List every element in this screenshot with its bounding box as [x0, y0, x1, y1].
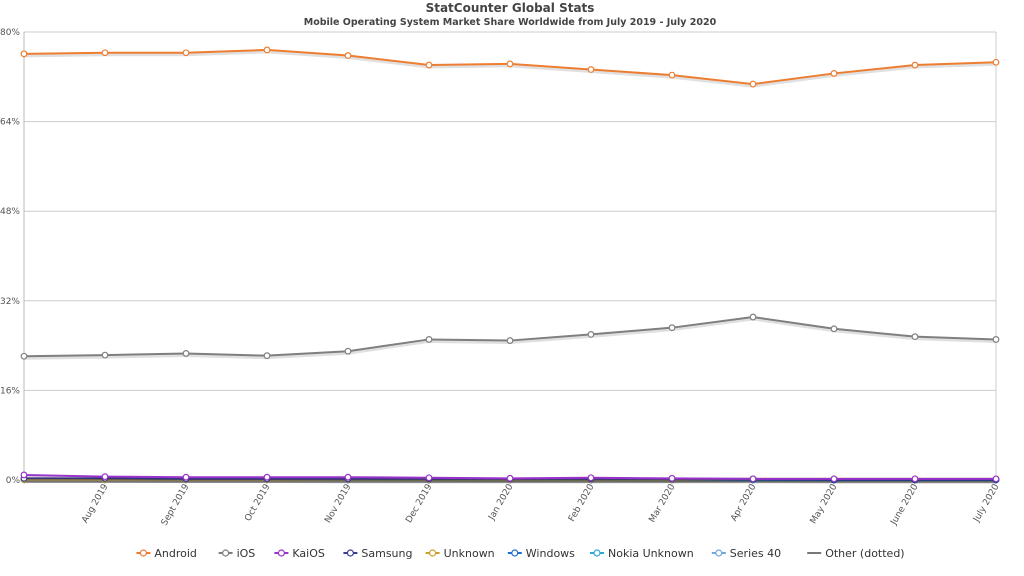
x-tick-label: Jan 2020 — [487, 482, 516, 522]
data-point-ios — [101, 351, 109, 359]
legend-item-other-dotted[interactable]: Other (dotted) — [807, 547, 905, 560]
legend-item-ios[interactable]: iOS — [218, 547, 256, 560]
legend: Android iOS KaiOS Samsung Unknown Windows Noki… — [136, 547, 905, 560]
y-tick-label: 16% — [0, 386, 20, 396]
y-tick-label: 80% — [0, 28, 20, 38]
data-point-ios — [344, 347, 352, 355]
data-point-android — [749, 80, 757, 88]
y-tick-label: 32% — [0, 297, 20, 307]
data-point-ios — [506, 337, 514, 344]
legend-item-kaios[interactable]: KaiOS — [274, 547, 325, 560]
data-point-android — [587, 66, 595, 73]
y-tick-label: 0% — [6, 476, 21, 486]
data-point-android — [506, 60, 514, 68]
data-point-kaios — [668, 474, 676, 482]
legend-marker — [222, 549, 230, 557]
legend-item-unknown[interactable]: Unknown — [425, 547, 495, 560]
data-point-ios — [182, 350, 190, 357]
legend-item-series-40[interactable]: Series 40 — [711, 547, 781, 560]
data-point-kaios — [263, 473, 271, 481]
data-point-kaios — [992, 475, 1000, 483]
chart-title: StatCounter Global Stats — [426, 1, 595, 15]
x-tick-label: Apr 2020 — [729, 482, 758, 523]
data-point-android — [344, 52, 352, 59]
y-tick-label: 48% — [0, 207, 20, 217]
legend-label: Samsung — [361, 547, 412, 560]
x-tick-label: Mar 2020 — [648, 482, 678, 524]
data-point-kaios — [182, 473, 190, 481]
data-point-kaios — [101, 473, 109, 481]
y-axis: 0% 16% 32% 48% 64% 80% — [0, 28, 20, 486]
data-point-android — [992, 58, 1000, 66]
legend-item-android[interactable]: Android — [136, 547, 197, 560]
y-tick-label: 64% — [0, 118, 20, 128]
legend-label: Series 40 — [730, 547, 781, 560]
legend-label: Unknown — [444, 547, 495, 560]
x-axis: Aug 2019 Sept 2019 Oct 2019 Nov 2019 Dec 201… — [23, 480, 1002, 528]
legend-marker — [593, 549, 601, 557]
data-point-kaios — [911, 475, 919, 483]
grid-lines — [23, 31, 997, 481]
data-point-ios — [749, 313, 757, 321]
x-tick-label: Nov 2019 — [323, 482, 353, 525]
x-tick-label: May 2020 — [809, 482, 840, 526]
legend-label: iOS — [237, 547, 256, 560]
data-point-ios — [992, 336, 1000, 343]
legend-item-samsung[interactable]: Samsung — [343, 547, 413, 560]
legend-label: Other (dotted) — [825, 547, 904, 560]
legend-label: KaiOS — [292, 547, 324, 560]
series-shadow-android — [23, 50, 997, 88]
data-point-android — [830, 70, 838, 77]
legend-marker — [346, 549, 354, 557]
data-point-kaios — [20, 471, 28, 479]
data-point-kaios — [506, 474, 514, 482]
data-point-ios — [668, 324, 676, 332]
data-point-android — [263, 46, 271, 54]
data-point-android — [182, 49, 190, 57]
data-point-android — [911, 61, 919, 69]
legend-marker — [715, 549, 723, 557]
data-point-android — [20, 50, 28, 58]
series-group — [20, 46, 1000, 484]
data-point-ios — [830, 325, 838, 333]
x-tick-label: Feb 2020 — [567, 482, 597, 523]
data-point-android — [668, 71, 676, 79]
x-tick-label: June 2020 — [889, 482, 921, 527]
x-tick-label: Aug 2019 — [80, 482, 110, 525]
series-line-ios — [23, 316, 997, 358]
data-point-android — [101, 49, 109, 57]
x-tick-label: Sept 2019 — [160, 482, 192, 527]
legend-marker — [139, 549, 147, 557]
data-point-kaios — [749, 475, 757, 483]
chart-subtitle: Mobile Operating System Market Share Wor… — [304, 17, 717, 28]
x-tick-label: Dec 2019 — [404, 482, 434, 525]
data-point-kaios — [587, 474, 595, 482]
data-point-kaios — [830, 475, 838, 483]
data-point-ios — [263, 352, 271, 360]
x-tick-label: July 2020 — [971, 482, 1001, 524]
data-point-ios — [425, 336, 433, 343]
data-point-ios — [20, 352, 28, 360]
legend-label: Android — [154, 547, 197, 560]
data-point-kaios — [425, 474, 433, 482]
legend-item-windows[interactable]: Windows — [507, 547, 575, 560]
data-point-ios — [587, 331, 595, 338]
legend-label: Windows — [526, 547, 575, 560]
data-point-android — [425, 61, 433, 69]
legend-marker — [511, 549, 519, 557]
data-point-ios — [911, 333, 919, 341]
legend-item-nokia-unknown[interactable]: Nokia Unknown — [590, 547, 694, 560]
data-point-kaios — [344, 473, 352, 481]
legend-label: Nokia Unknown — [608, 547, 694, 560]
x-tick-label: Oct 2019 — [243, 482, 272, 523]
legend-marker — [429, 549, 437, 557]
legend-marker — [277, 549, 285, 557]
